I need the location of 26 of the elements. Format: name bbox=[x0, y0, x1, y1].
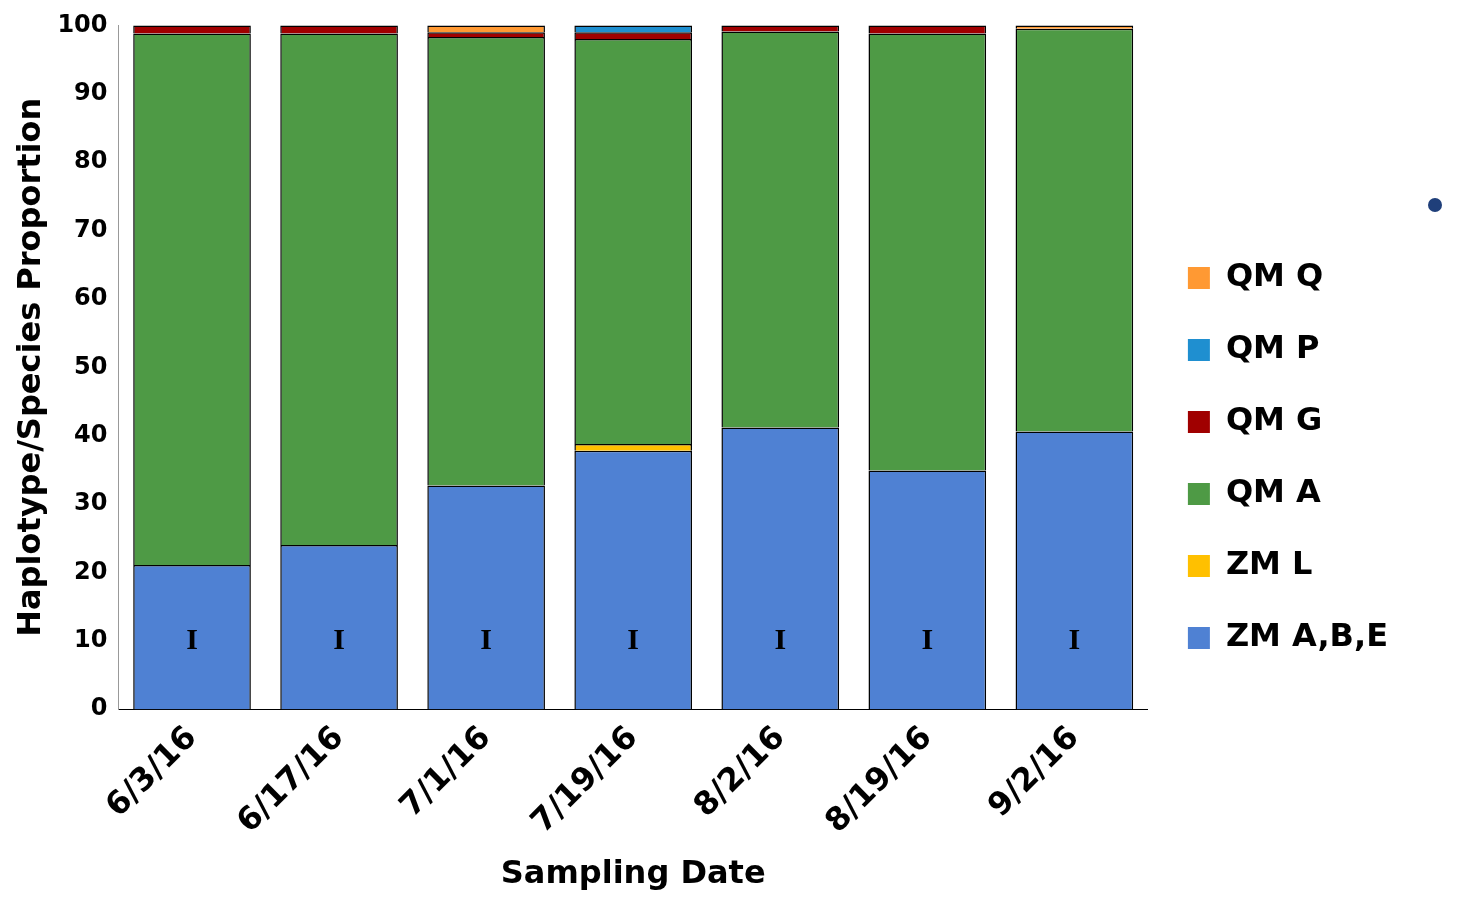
legend-label: QM Q bbox=[1225, 256, 1324, 295]
y-tick-label: 80 bbox=[74, 146, 108, 175]
y-tick-label: 100 bbox=[57, 9, 108, 38]
x-axis-title: Sampling Date bbox=[500, 853, 766, 892]
y-tick-label: 40 bbox=[74, 419, 108, 448]
annotation: I bbox=[1068, 621, 1081, 655]
y-tick-label: 0 bbox=[90, 693, 108, 722]
y-tick-label: 30 bbox=[74, 488, 108, 517]
y-tick-label: 90 bbox=[74, 78, 108, 107]
legend-label: QM A bbox=[1225, 472, 1322, 511]
legend-label: ZM L bbox=[1225, 544, 1313, 583]
annotation: I bbox=[921, 621, 934, 655]
annotation: I bbox=[774, 621, 787, 655]
annotation: I bbox=[480, 621, 492, 655]
annotation: I bbox=[186, 621, 198, 655]
legend-label: ZM A,B,E bbox=[1225, 616, 1388, 655]
annotation: I bbox=[627, 621, 640, 655]
y-tick-label: 50 bbox=[74, 351, 108, 380]
annotation: I bbox=[333, 621, 345, 655]
y-axis-title: Haplotype/Species Proportion bbox=[9, 97, 48, 637]
y-tick-label: 20 bbox=[74, 556, 108, 585]
legend-label: QM P bbox=[1225, 328, 1320, 367]
y-tick-label: 70 bbox=[74, 214, 108, 243]
y-tick-label: 10 bbox=[74, 625, 108, 654]
legend-label: QM G bbox=[1225, 400, 1323, 439]
y-tick-label: 60 bbox=[74, 283, 108, 312]
